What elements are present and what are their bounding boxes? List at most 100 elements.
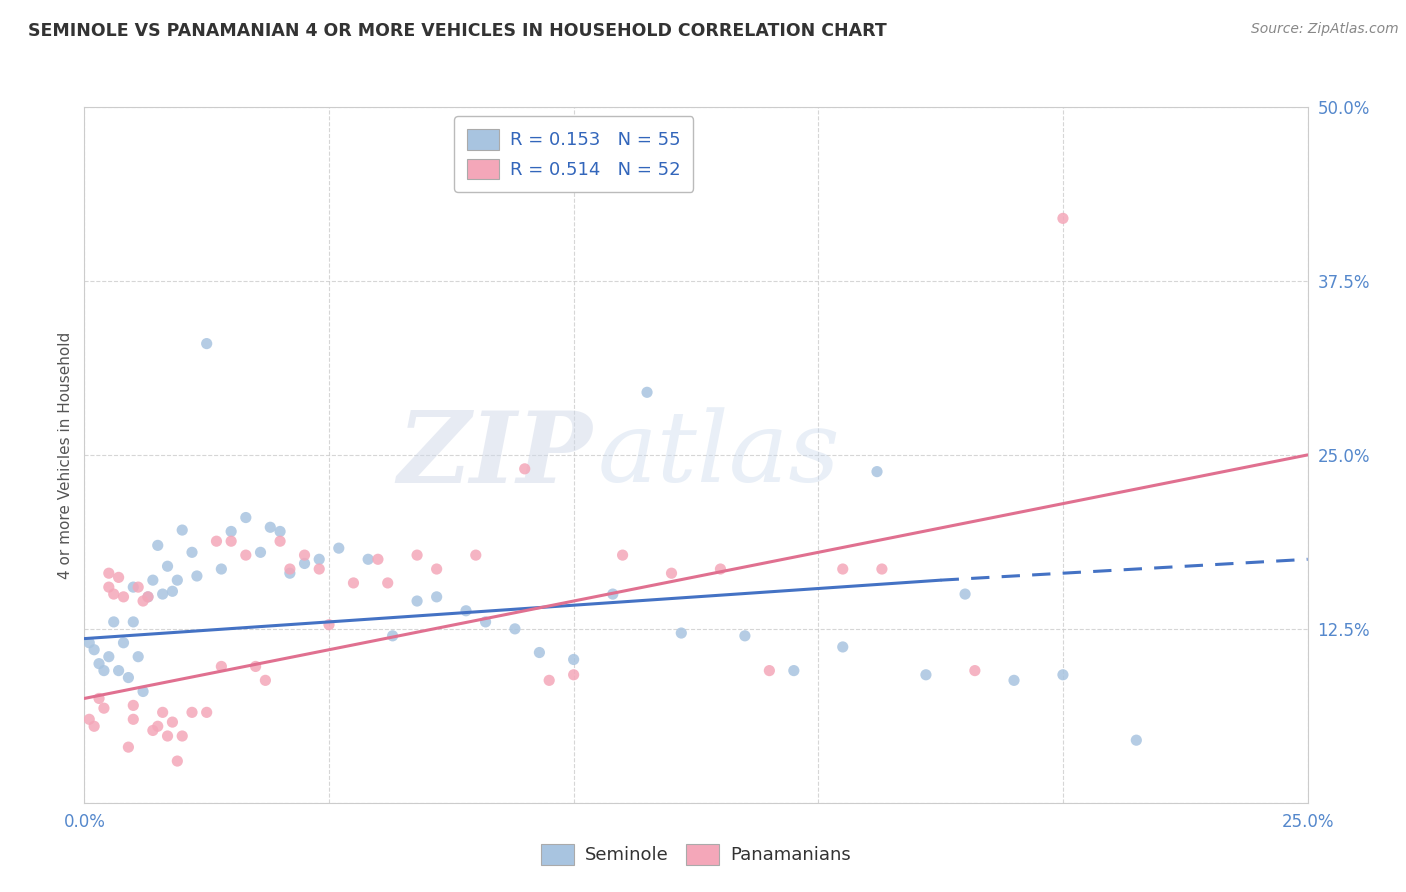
Point xyxy=(661,566,683,581)
Point xyxy=(136,590,159,604)
Point xyxy=(426,562,449,576)
Point xyxy=(308,552,330,566)
Point xyxy=(562,667,585,681)
Point xyxy=(87,691,110,706)
Text: Source: ZipAtlas.com: Source: ZipAtlas.com xyxy=(1251,22,1399,37)
Point xyxy=(132,594,155,608)
Point xyxy=(209,562,232,576)
Point xyxy=(172,523,194,537)
Point xyxy=(112,636,135,650)
Point xyxy=(195,706,218,720)
Point xyxy=(612,548,634,562)
Point xyxy=(107,664,129,678)
Point xyxy=(328,541,350,556)
Point xyxy=(132,684,155,698)
Point xyxy=(107,570,129,584)
Point xyxy=(474,615,496,629)
Text: SEMINOLE VS PANAMANIAN 4 OR MORE VEHICLES IN HOUSEHOLD CORRELATION CHART: SEMINOLE VS PANAMANIAN 4 OR MORE VEHICLE… xyxy=(28,22,887,40)
Point xyxy=(1052,667,1074,681)
Point xyxy=(503,622,526,636)
Point xyxy=(235,548,257,562)
Point xyxy=(93,664,115,678)
Point xyxy=(136,590,159,604)
Point xyxy=(602,587,624,601)
Point xyxy=(953,587,976,601)
Point xyxy=(186,569,208,583)
Point xyxy=(97,580,120,594)
Point xyxy=(142,723,165,738)
Point xyxy=(381,629,404,643)
Point xyxy=(235,510,257,524)
Point xyxy=(671,626,693,640)
Point xyxy=(866,465,889,479)
Point xyxy=(97,649,120,664)
Point xyxy=(783,664,806,678)
Text: ZIP: ZIP xyxy=(396,407,592,503)
Point xyxy=(529,646,551,660)
Point xyxy=(562,652,585,666)
Point xyxy=(278,566,301,581)
Point xyxy=(77,636,100,650)
Y-axis label: 4 or more Vehicles in Household: 4 or more Vehicles in Household xyxy=(58,331,73,579)
Point xyxy=(342,576,364,591)
Point xyxy=(831,640,853,654)
Point xyxy=(513,462,536,476)
Point xyxy=(254,673,277,688)
Point xyxy=(127,649,149,664)
Text: atlas: atlas xyxy=(598,408,841,502)
Point xyxy=(146,719,169,733)
Point xyxy=(426,590,449,604)
Point xyxy=(83,642,105,657)
Point xyxy=(195,336,218,351)
Point xyxy=(127,580,149,594)
Point xyxy=(915,667,938,681)
Point xyxy=(97,566,120,581)
Point xyxy=(219,534,242,549)
Legend: R = 0.153   N = 55, R = 0.514   N = 52: R = 0.153 N = 55, R = 0.514 N = 52 xyxy=(454,116,693,192)
Point xyxy=(122,712,145,726)
Point xyxy=(166,573,188,587)
Point xyxy=(734,629,756,643)
Point xyxy=(117,671,139,685)
Point xyxy=(709,562,731,576)
Point xyxy=(112,590,135,604)
Point xyxy=(219,524,242,539)
Point xyxy=(259,520,281,534)
Point xyxy=(538,673,561,688)
Point xyxy=(83,719,105,733)
Point xyxy=(152,706,174,720)
Point xyxy=(166,754,188,768)
Point xyxy=(122,698,145,713)
Point xyxy=(156,729,179,743)
Point xyxy=(367,552,389,566)
Point xyxy=(308,562,330,576)
Point xyxy=(117,740,139,755)
Point xyxy=(377,576,399,591)
Point xyxy=(831,562,853,576)
Point xyxy=(122,615,145,629)
Point xyxy=(963,664,986,678)
Point xyxy=(1002,673,1025,688)
Point xyxy=(245,659,267,673)
Point xyxy=(357,552,380,566)
Point xyxy=(162,715,184,730)
Point xyxy=(87,657,110,671)
Point xyxy=(870,562,893,576)
Point xyxy=(636,385,658,400)
Point xyxy=(181,706,204,720)
Point xyxy=(454,604,477,618)
Point xyxy=(152,587,174,601)
Point xyxy=(294,548,316,562)
Point xyxy=(406,594,429,608)
Point xyxy=(278,562,301,576)
Point xyxy=(162,584,184,599)
Point xyxy=(1052,211,1074,226)
Point xyxy=(93,701,115,715)
Point xyxy=(142,573,165,587)
Point xyxy=(294,557,316,571)
Point xyxy=(269,534,291,549)
Point xyxy=(103,587,125,601)
Point xyxy=(181,545,204,559)
Point xyxy=(318,617,340,632)
Point xyxy=(103,615,125,629)
